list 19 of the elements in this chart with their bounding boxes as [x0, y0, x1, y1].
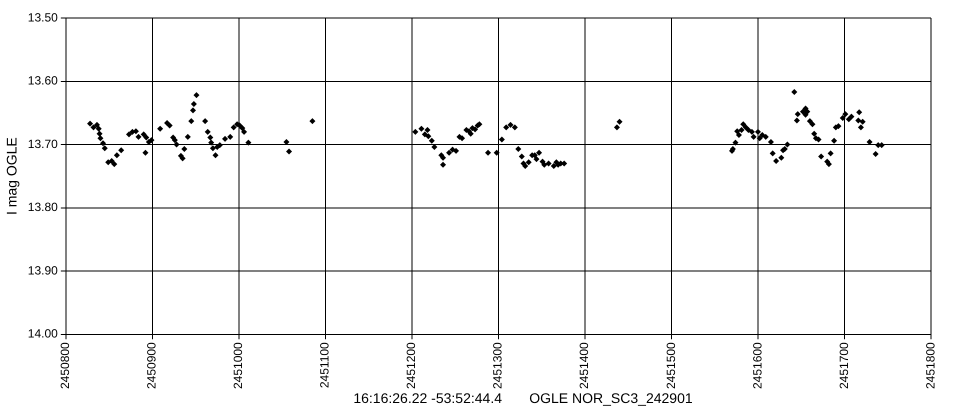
x-tick-label: 2451000 — [231, 342, 246, 389]
y-tick-label: 13.50 — [28, 10, 58, 24]
x-tick-label: 2451700 — [836, 342, 851, 389]
y-tick-label: 13.70 — [28, 136, 58, 151]
x-tick-label: 2451600 — [750, 342, 764, 389]
y-tick-label: 14.00 — [28, 326, 58, 341]
x-tick-label: 2451400 — [577, 342, 592, 389]
x-tick-label: 2450900 — [144, 342, 159, 389]
x-tick-label: 2451100 — [318, 342, 332, 388]
x-tick-label: 2450800 — [58, 342, 72, 389]
x-tick-label: 2451500 — [664, 342, 678, 389]
x-tick-label: 2451300 — [490, 342, 505, 389]
y-axis-title: I mag OGLE — [3, 137, 20, 216]
y-tick-label: 13.90 — [28, 263, 58, 278]
x-tick-label: 2451800 — [923, 342, 938, 389]
y-tick-label: 13.60 — [28, 74, 58, 88]
y-tick-label: 13.80 — [28, 200, 58, 214]
x-tick-label: 2451200 — [404, 342, 418, 389]
text: 16:16:26.22 -53:52:44.4 OGLE NOR_SC3_242901 — [352, 390, 694, 406]
